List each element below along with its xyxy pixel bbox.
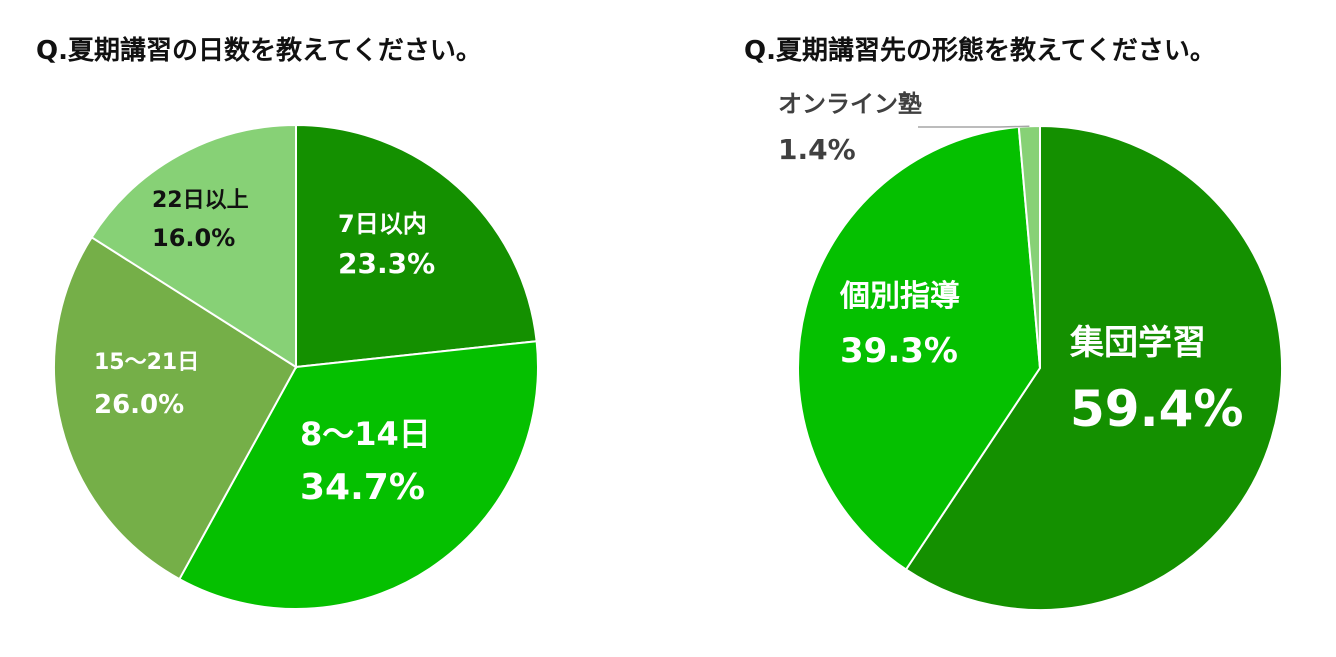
pie-slice xyxy=(53,235,298,581)
slice-percent-label: 34.7% xyxy=(300,467,425,508)
pie-slice xyxy=(295,123,538,369)
slice-label: 7日以内 xyxy=(338,210,427,238)
chart-title: Q.夏期講習先の形態を教えてください。 xyxy=(744,36,1216,66)
slice-percent-label: 16.0% xyxy=(152,224,236,252)
slice-label: 個別指導 xyxy=(840,279,960,314)
slice-label: 15〜21日 xyxy=(94,350,200,375)
pie-slice xyxy=(178,340,539,610)
format-pie-svg xyxy=(797,124,1283,611)
slice-percent-label: 59.4% xyxy=(1070,380,1244,438)
leader-line xyxy=(918,125,1030,128)
slice-percent-label: 23.3% xyxy=(338,247,436,280)
slice-label: オンライン塾 xyxy=(778,90,922,118)
slice-percent-label: 26.0% xyxy=(94,390,185,420)
pie-slice xyxy=(904,124,1283,611)
days-pie-chart: Q.夏期講習の日数を教えてください。 7日以内 23.3% 8〜14日 34.7% 15… xyxy=(36,36,539,610)
pie-slice xyxy=(797,125,1042,571)
slice-percent-label: 39.3% xyxy=(840,331,958,371)
slice-percent-label: 1.4% xyxy=(778,133,856,166)
pie-slice xyxy=(90,123,297,369)
slice-label: 8〜14日 xyxy=(300,415,431,453)
slice-label: 集団学習 xyxy=(1070,323,1206,363)
slice-label: 22日以上 xyxy=(152,188,249,213)
format-pie-chart: Q.夏期講習先の形態を教えてください。 集団学習 59.4% 個別指導 39.3% オン… xyxy=(668,0,1336,657)
chart-title: Q.夏期講習の日数を教えてください。 xyxy=(36,36,482,66)
days-pie-svg xyxy=(53,123,539,610)
